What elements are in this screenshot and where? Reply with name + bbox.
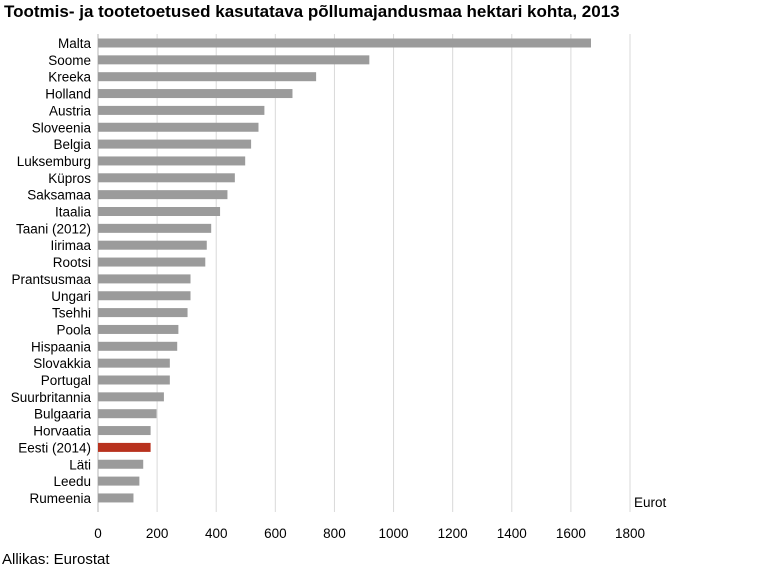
category-label: Taani (2012) <box>16 221 91 236</box>
bar-18 <box>98 341 178 351</box>
bar-21 <box>98 392 164 402</box>
category-label: Bulgaaria <box>34 407 92 422</box>
category-label: Holland <box>45 87 91 102</box>
category-label: Horvaatia <box>33 424 91 439</box>
category-label: Ungari <box>51 289 91 304</box>
bar-16 <box>98 308 188 318</box>
x-tick-label: 1800 <box>615 526 645 541</box>
bar-11 <box>98 223 212 233</box>
bar-24 <box>98 442 151 452</box>
bar-12 <box>98 240 207 250</box>
category-label: Soome <box>48 53 91 68</box>
bar-23 <box>98 426 151 436</box>
x-tick-label: 0 <box>94 526 102 541</box>
x-tick-label: 400 <box>205 526 228 541</box>
bar-17 <box>98 324 179 334</box>
category-label: Leedu <box>53 474 91 489</box>
category-label: Tsehhi <box>52 306 91 321</box>
bar-15 <box>98 291 191 301</box>
bar-5 <box>98 122 259 132</box>
gridlines <box>97 34 631 512</box>
bar-0 <box>98 38 591 48</box>
category-label: Hispaania <box>31 339 92 354</box>
category-label: Läti <box>69 457 91 472</box>
category-label: Iirimaa <box>50 238 91 253</box>
bar-4 <box>98 105 265 115</box>
x-tick-label: 1200 <box>438 526 468 541</box>
category-label: Luksemburg <box>17 154 91 169</box>
chart-title: Tootmis- ja tootetoetused kasutatava põl… <box>4 2 620 21</box>
category-label: Rumeenia <box>29 491 91 506</box>
category-label: Portugal <box>41 373 91 388</box>
bar-20 <box>98 375 170 385</box>
bar-7 <box>98 156 246 166</box>
category-label: Rootsi <box>53 255 91 270</box>
category-label: Küpros <box>48 171 91 186</box>
x-tick-labels: 0 200 400 600 800 1000 1200 1400 1600 1800 <box>94 526 645 541</box>
bar-10 <box>98 207 221 216</box>
source-note: Allikas: Eurostat <box>2 551 110 568</box>
bar-25 <box>98 459 144 469</box>
bar-9 <box>98 190 228 200</box>
bar-8 <box>98 173 235 183</box>
category-label: Belgia <box>53 137 91 152</box>
x-tick-label: 200 <box>146 526 169 541</box>
unit-label: Eurot <box>634 495 667 510</box>
category-label: Austria <box>49 103 92 118</box>
category-label: Slovakkia <box>33 356 91 371</box>
category-label: Sloveenia <box>32 120 92 135</box>
category-label: Suurbritannia <box>11 390 92 405</box>
category-label: Malta <box>58 36 92 51</box>
x-tick-label: 800 <box>323 526 346 541</box>
x-tick-label: 1000 <box>379 526 409 541</box>
category-label: Itaalia <box>55 205 92 220</box>
x-tick-label: 1600 <box>556 526 586 541</box>
bars <box>98 38 591 503</box>
category-label: Poola <box>56 322 91 337</box>
bar-13 <box>98 257 206 267</box>
bar-22 <box>98 409 157 419</box>
x-tick-label: 600 <box>264 526 287 541</box>
bar-2 <box>98 72 317 82</box>
bar-6 <box>98 139 252 149</box>
category-label: Kreeka <box>48 70 91 85</box>
bar-26 <box>98 476 140 486</box>
category-label: Saksamaa <box>27 188 91 203</box>
bar-3 <box>98 89 293 99</box>
bar-14 <box>98 274 191 284</box>
x-tick-label: 1400 <box>497 526 527 541</box>
bar-1 <box>98 55 370 65</box>
bar-19 <box>98 358 170 368</box>
category-label: Eesti (2014) <box>18 440 91 455</box>
category-label: Prantsusmaa <box>11 272 91 287</box>
bar-27 <box>98 493 134 503</box>
